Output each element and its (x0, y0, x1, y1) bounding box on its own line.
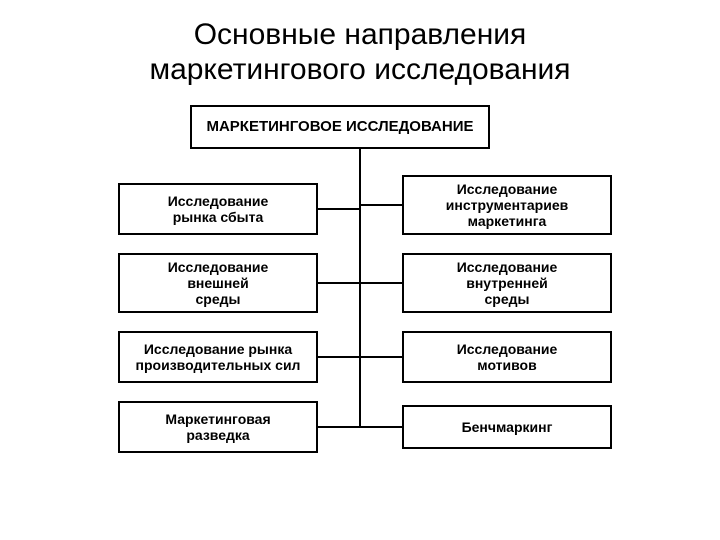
connector-main-vertical (359, 149, 361, 427)
connector-right-1 (360, 282, 402, 284)
connector-left-0 (318, 208, 360, 210)
left-node-2-label: Исследование рынка производительных сил (136, 341, 301, 373)
right-node-1: Исследование внутренней среды (402, 253, 612, 313)
right-node-2-label: Исследование мотивов (457, 341, 558, 373)
connector-right-0 (360, 204, 402, 206)
left-node-2: Исследование рынка производительных сил (118, 331, 318, 383)
connector-left-2 (318, 356, 360, 358)
root-label: МАРКЕТИНГОВОЕ ИССЛЕДОВАНИЕ (206, 118, 473, 135)
diagram-area: МАРКЕТИНГОВОЕ ИССЛЕДОВАНИЕ Исследование … (0, 105, 720, 525)
title-line-2: маркетингового исследования (149, 53, 570, 86)
title-line-1: Основные направления (194, 18, 527, 51)
left-node-1-label: Исследование внешней среды (168, 259, 269, 307)
right-node-2: Исследование мотивов (402, 331, 612, 383)
right-node-3-label: Бенчмаркинг (462, 419, 553, 435)
connector-right-2 (360, 356, 402, 358)
connector-left-3 (318, 426, 360, 428)
right-node-0-label: Исследование инструментариев маркетинга (446, 181, 568, 229)
left-node-1: Исследование внешней среды (118, 253, 318, 313)
left-node-0: Исследование рынка сбыта (118, 183, 318, 235)
root-node: МАРКЕТИНГОВОЕ ИССЛЕДОВАНИЕ (190, 105, 490, 149)
connector-right-3 (360, 426, 402, 428)
right-node-0: Исследование инструментариев маркетинга (402, 175, 612, 235)
connector-left-1 (318, 282, 360, 284)
right-node-3: Бенчмаркинг (402, 405, 612, 449)
left-node-3-label: Маркетинговая разведка (165, 411, 270, 443)
left-node-3: Маркетинговая разведка (118, 401, 318, 453)
left-node-0-label: Исследование рынка сбыта (168, 193, 269, 225)
slide-title: Основные направления маркетингового иссл… (0, 0, 720, 87)
right-node-1-label: Исследование внутренней среды (457, 259, 558, 307)
